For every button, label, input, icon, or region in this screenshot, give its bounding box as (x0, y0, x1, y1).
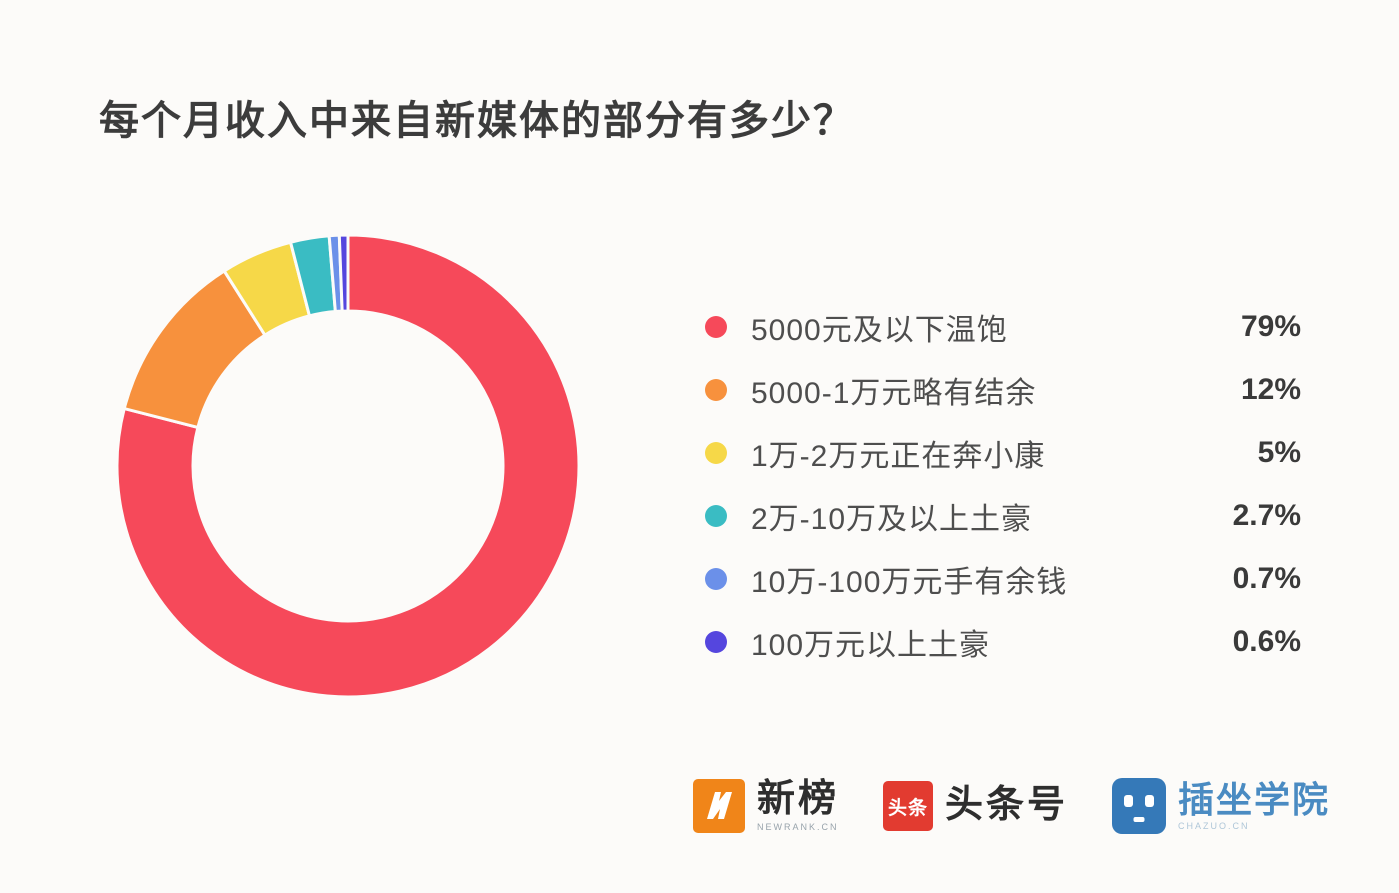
donut-chart-svg (115, 233, 581, 699)
legend-label: 2万-10万及以上土豪 (751, 502, 1033, 536)
chazuo-logo-icon (1112, 778, 1167, 834)
legend-swatch-icon (705, 567, 727, 590)
legend-label: 100万元以上土豪 (751, 628, 991, 662)
newrank-logo-subtext: NEWRANK.CN (757, 822, 839, 833)
legend-value: 12% (1240, 372, 1301, 406)
donut-chart (114, 232, 582, 700)
legend-item-3: 2万-10万及以上土豪 2.7% (705, 484, 1301, 547)
toutiao-logo-name: 头条号 (945, 784, 1069, 827)
legend-label: 5000-1万元略有结余 (751, 376, 1037, 410)
chazuo-face-left-eye (1124, 795, 1134, 807)
donut-segment-0 (115, 233, 581, 699)
chart-legend: 5000元及以下温饱 79% 5000-1万元略有结余 12% 1万-2万元正在奔小康 5… (705, 295, 1301, 673)
chazuo-face-right-eye (1145, 795, 1155, 807)
legend-swatch-icon (705, 315, 727, 338)
legend-swatch-icon (705, 504, 727, 527)
legend-swatch-icon (705, 630, 727, 653)
legend-item-0: 5000元及以下温饱 79% (705, 295, 1301, 358)
legend-item-5: 100万元以上土豪 0.6% (705, 610, 1301, 673)
legend-item-2: 1万-2万元正在奔小康 5% (705, 421, 1301, 484)
legend-swatch-icon (705, 378, 727, 401)
page-title: 每个月收入中来自新媒体的部分有多少？ (99, 99, 855, 143)
legend-value: 5% (1257, 435, 1301, 469)
logo-newrank: 新榜 NEWRANK.CN (693, 779, 839, 833)
toutiao-logo-icon: 头条 (883, 781, 934, 831)
chazuo-logo-subtext: CHAZUO.CN (1178, 821, 1250, 832)
newrank-logo-name: 新榜 (757, 777, 840, 820)
legend-label: 10万-100万元手有余钱 (751, 565, 1068, 599)
logo-chazuo: 插坐学院 CHAZUO.CN (1112, 778, 1330, 834)
legend-item-4: 10万-100万元手有余钱 0.7% (705, 547, 1301, 610)
legend-label: 1万-2万元正在奔小康 (751, 439, 1046, 473)
legend-value: 79% (1240, 309, 1301, 343)
legend-label: 5000元及以下温饱 (751, 313, 1008, 347)
newrank-lightning-n-icon (707, 792, 732, 819)
chazuo-logo-name: 插坐学院 (1178, 778, 1331, 820)
logo-toutiao: 头条 头条号 (883, 781, 1068, 831)
legend-value: 2.7% (1232, 498, 1301, 532)
donut-segment-5 (337, 233, 350, 313)
legend-swatch-icon (705, 441, 727, 464)
newrank-logo-icon (693, 779, 745, 833)
legend-value: 0.7% (1232, 561, 1301, 595)
chazuo-face-mouth (1133, 817, 1145, 822)
toutiao-badge-text: 头条 (888, 797, 929, 819)
footer-logos: 新榜 NEWRANK.CN 头条 头条号 插坐学院 CHAZUO.CN (693, 770, 1330, 842)
legend-item-1: 5000-1万元略有结余 12% (705, 358, 1301, 421)
legend-value: 0.6% (1232, 624, 1301, 658)
